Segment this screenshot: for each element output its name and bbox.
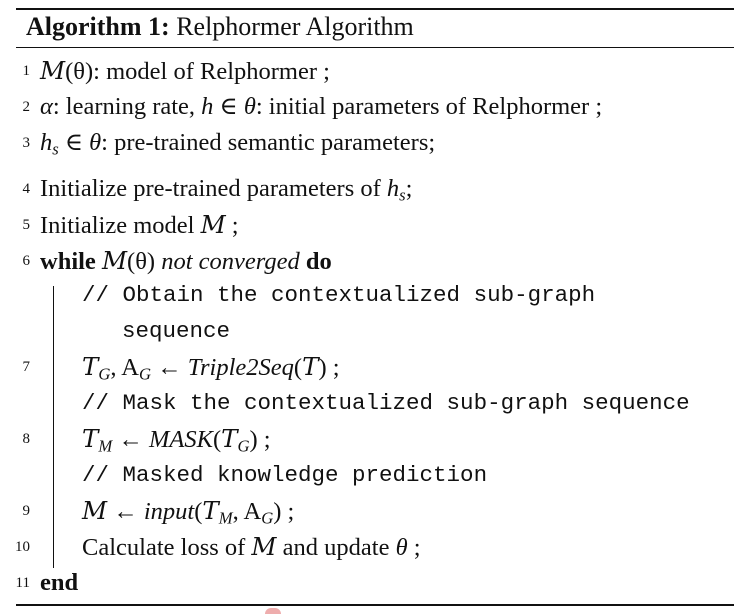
text-segment: Initialize pre-trained parameters of	[40, 175, 387, 202]
line-number: 3	[22, 135, 31, 151]
line-number: 7	[22, 359, 31, 375]
line-text: Initialize model M ;	[40, 208, 239, 243]
triple-symbol: T	[221, 424, 238, 453]
line-text: α: learning rate, h ∈ θ: initial paramet…	[40, 90, 602, 124]
line-text: hs ∈ θ: pre-trained semantic parameters;	[40, 126, 435, 160]
subscript: G	[138, 364, 151, 384]
triple-symbol: T	[82, 352, 99, 381]
loop-body-bar	[53, 286, 55, 568]
algorithm-caption: Algorithm 1: Relphormer Algorithm	[26, 12, 414, 42]
text-segment: ;	[405, 175, 413, 202]
comment-text: // Mask the contextualized sub-graph seq…	[82, 390, 690, 416]
text-segment: (θ)	[127, 248, 162, 275]
subscript: M	[218, 508, 233, 528]
line-text: while M(θ) not converged do	[40, 244, 332, 279]
text-segment: (	[194, 498, 203, 525]
line-number: 8	[22, 431, 31, 447]
arrow: ←	[112, 426, 149, 453]
keyword-do: do	[305, 248, 332, 275]
model-symbol: M	[82, 496, 108, 525]
top-rule	[16, 8, 734, 10]
text-segment: : learning rate,	[52, 93, 202, 120]
triple-symbol: T	[202, 496, 219, 525]
line-text: end	[40, 566, 78, 600]
subscript: s	[52, 139, 59, 159]
text-segment: ) ;	[273, 498, 295, 525]
function-name: Triple2Seq	[187, 354, 294, 381]
line-text: M ← input(TM, AG) ;	[82, 494, 294, 529]
text-segment: : initial parameters of Relphormer ;	[255, 93, 603, 120]
subscript: G	[261, 508, 274, 528]
line-number: 5	[22, 217, 31, 233]
comment-text: // Masked knowledge prediction	[82, 462, 488, 488]
theta-symbol: θ	[89, 129, 102, 156]
h-symbol: h	[40, 129, 53, 156]
text-segment: Calculate loss of	[82, 534, 252, 561]
line-text: TG, AG ← Triple2Seq(T) ;	[82, 350, 340, 385]
text-segment: ∈	[213, 93, 244, 120]
subscript: G	[237, 436, 250, 456]
algorithm-title: Relphormer Algorithm	[176, 12, 414, 41]
line-text: TM ← MASK(TG) ;	[82, 422, 271, 457]
arrow: ←	[107, 498, 144, 525]
text-segment: ) ;	[318, 354, 340, 381]
function-name: input	[143, 498, 195, 525]
theta-symbol: θ	[243, 93, 256, 120]
triple-symbol: T	[82, 424, 99, 453]
model-symbol: M	[101, 246, 128, 275]
function-name: MASK	[148, 426, 213, 453]
text-segment: , A	[110, 354, 139, 381]
text-segment: , A	[232, 498, 262, 525]
algorithm-label: Algorithm 1:	[26, 12, 170, 41]
subscript: G	[98, 364, 111, 384]
text-segment: ;	[225, 212, 239, 239]
line-number: 1	[22, 63, 31, 79]
model-symbol: M	[40, 56, 66, 85]
text-segment: and update	[276, 534, 396, 561]
model-symbol: M	[251, 532, 277, 561]
line-text: Initialize pre-trained parameters of hs;	[40, 172, 412, 206]
comment-text: sequence	[122, 318, 231, 344]
subscript: M	[98, 436, 113, 456]
text-segment: : pre-trained semantic parameters;	[101, 129, 436, 156]
bottom-rule	[16, 604, 734, 606]
comment-text: // Obtain the contextualized sub-graph	[82, 282, 596, 308]
triple-symbol: T	[302, 352, 319, 381]
h-symbol: h	[386, 175, 400, 202]
h-symbol: h	[201, 93, 214, 120]
text-segment: Initialize model	[40, 212, 201, 239]
arrow: ←	[151, 354, 188, 381]
line-number: 9	[22, 503, 31, 519]
keyword-end: end	[40, 569, 79, 596]
line-number: 11	[15, 575, 30, 591]
partial-logo-icon	[265, 608, 281, 614]
text-segment: (	[293, 354, 303, 381]
theta-symbol: θ	[395, 534, 408, 561]
caption-rule	[16, 47, 734, 49]
text-segment: (θ): model of Relphormer ;	[65, 58, 330, 85]
alpha-symbol: α	[40, 93, 53, 120]
model-symbol: M	[200, 210, 226, 239]
loop-condition: not converged	[161, 248, 300, 275]
text-segment: ∈	[58, 129, 90, 156]
subscript: s	[399, 185, 406, 205]
line-number: 6	[22, 253, 31, 269]
text-segment: ;	[407, 534, 421, 561]
text-segment: ) ;	[249, 426, 271, 453]
line-text: Calculate loss of M and update θ ;	[82, 530, 421, 565]
line-number: 4	[22, 181, 31, 197]
line-number: 2	[22, 99, 31, 115]
text-segment: (	[212, 426, 222, 453]
line-number: 10	[15, 539, 30, 555]
keyword-while: while	[40, 248, 96, 275]
line-text: M(θ): model of Relphormer ;	[40, 54, 330, 89]
